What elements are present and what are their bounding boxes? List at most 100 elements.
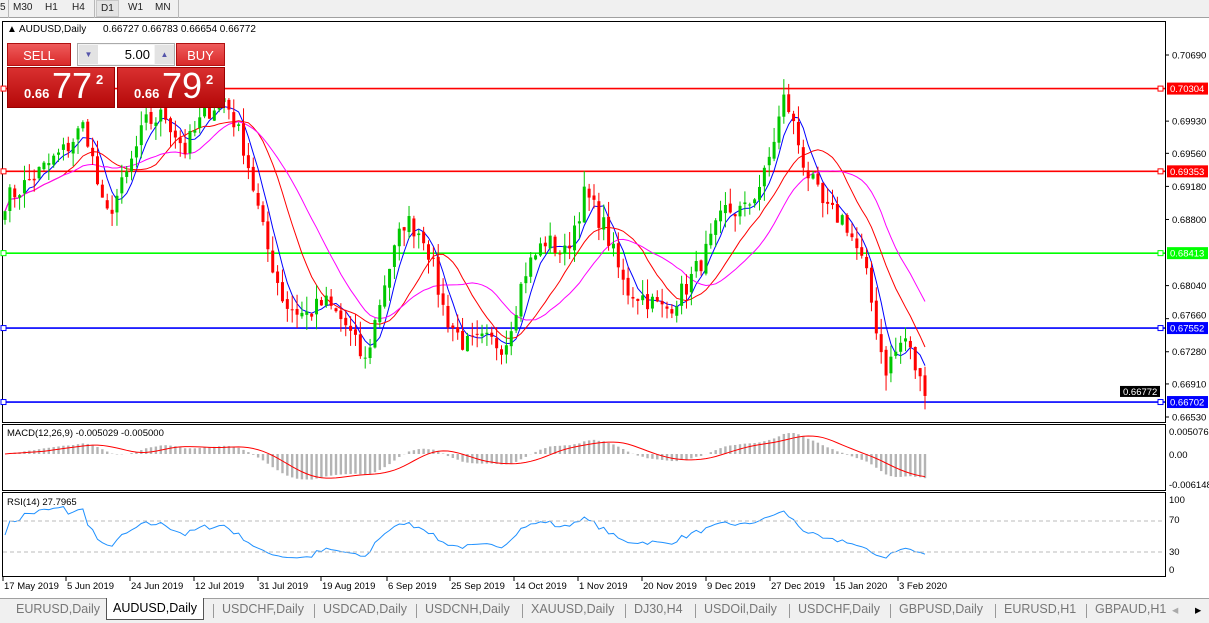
macd-histogram-bar	[636, 454, 640, 456]
candle-body	[178, 137, 182, 144]
macd-histogram-bar	[130, 453, 133, 454]
level-handle[interactable]	[1157, 250, 1164, 257]
increase-lot-icon[interactable]: ▲	[155, 45, 174, 64]
level-handle[interactable]	[0, 250, 7, 257]
macd-histogram-bar	[646, 454, 649, 459]
candle	[134, 135, 138, 168]
lot-size-stepper[interactable]: ▼ 5.00 ▲	[77, 43, 175, 66]
macd-histogram-bar	[826, 447, 829, 454]
toolbar-separator	[178, 0, 179, 18]
timeframe-h4[interactable]: H4	[72, 2, 85, 13]
candle-body	[738, 205, 742, 217]
candle-body	[339, 310, 343, 320]
macd-histogram-bar	[685, 454, 688, 460]
collapse-triangle-icon[interactable]: ▲	[7, 24, 17, 35]
level-handle[interactable]	[1157, 325, 1164, 332]
chart-tab[interactable]: USDCAD,Daily	[323, 602, 408, 616]
scroll-right-icon[interactable]: ▸	[1195, 603, 1202, 617]
sell-price-box[interactable]: 0.66 77 2	[7, 65, 115, 108]
chart-tab[interactable]: GBPUSD,Daily	[899, 602, 984, 616]
candle-body	[509, 331, 513, 347]
level-price-label: 0.70304	[1170, 84, 1204, 95]
macd-histogram-bar	[91, 444, 94, 454]
candle-body	[660, 301, 664, 305]
chart-tab[interactable]: GBPAUD,H1	[1095, 602, 1167, 616]
candle-body	[397, 228, 401, 247]
timeframe-w1[interactable]: W1	[128, 2, 143, 13]
rsi-line	[4, 506, 926, 559]
candle	[110, 195, 114, 226]
level-handle[interactable]	[0, 168, 7, 175]
level-handle[interactable]	[0, 325, 7, 332]
chart-tab[interactable]: USDCNH,Daily	[425, 602, 510, 616]
macd-histogram-bar	[875, 454, 878, 468]
macd-histogram-bar	[242, 449, 245, 454]
level-handle[interactable]	[1157, 399, 1164, 406]
decrease-lot-icon[interactable]: ▼	[79, 45, 98, 64]
timeframe-h1[interactable]: H1	[45, 2, 58, 13]
macd-histogram-bar	[222, 445, 226, 454]
price-chart[interactable]: 0.70690 0.69930 0.69560 0.69180 0.68800 0.680…	[0, 18, 1209, 598]
chart-tab[interactable]: USDCHF,Daily	[798, 602, 880, 616]
sell-button[interactable]: SELL	[7, 43, 71, 66]
macd-histogram-bar	[339, 454, 343, 475]
macd-histogram-bar	[777, 436, 781, 454]
candle	[680, 275, 684, 315]
candle	[534, 252, 538, 261]
candle-body	[149, 111, 153, 124]
candle-body	[310, 313, 314, 317]
date-label: 31 Jul 2019	[259, 581, 308, 592]
candle	[470, 322, 474, 346]
candle-body	[514, 315, 518, 331]
price-tick-label: 0.67280	[1172, 347, 1206, 358]
macd-histogram-bar	[534, 451, 537, 454]
timeframe-mn[interactable]: MN	[155, 2, 171, 13]
candle	[324, 286, 328, 308]
candle-body	[285, 299, 289, 309]
chart-tab[interactable]: EURUSD,H1	[1004, 602, 1077, 616]
candle	[76, 125, 80, 154]
chart-tab[interactable]: AUDUSD,Daily	[106, 598, 205, 620]
candle-body	[363, 357, 367, 359]
candle-body	[796, 121, 800, 146]
candle-body	[417, 233, 421, 236]
level-handle[interactable]	[1157, 85, 1164, 92]
price-tick-label: 0.69560	[1172, 149, 1206, 160]
macd-histogram-bar	[729, 445, 732, 454]
timeframe-m30[interactable]: M30	[13, 2, 33, 13]
candle	[47, 153, 51, 181]
buy-price-box[interactable]: 0.66 79 2	[117, 65, 225, 108]
lot-size-input[interactable]: 5.00	[98, 45, 154, 64]
date-label: 3 Feb 2020	[899, 581, 947, 592]
level-handle[interactable]	[0, 85, 7, 92]
tab-separator	[890, 604, 891, 618]
candle	[475, 320, 479, 348]
macd-histogram-bar	[295, 454, 299, 479]
candle	[821, 182, 825, 218]
level-handle[interactable]	[0, 399, 7, 406]
timeframe-toolbar: 5 M30 H1 H4 D1 W1 MN	[0, 0, 1209, 18]
chart-tab[interactable]: XAUUSD,Daily	[531, 602, 615, 616]
chart-tab[interactable]: EURUSD,Daily	[16, 602, 101, 616]
macd-histogram-bar	[364, 454, 367, 475]
candle-body	[694, 261, 698, 272]
scroll-left-icon[interactable]: ◂	[1172, 603, 1179, 617]
macd-histogram-bar	[461, 454, 464, 462]
candle	[465, 332, 469, 352]
macd-histogram-bar	[169, 445, 172, 454]
candle	[495, 327, 499, 361]
chart-tab[interactable]: USDOil,Daily	[704, 602, 777, 616]
chart-tab[interactable]: DJ30,H4	[634, 602, 683, 616]
buy-button[interactable]: BUY	[176, 43, 225, 66]
macd-histogram-bar	[719, 448, 722, 454]
macd-histogram-bar	[368, 454, 372, 475]
timeframe-m5[interactable]: 5	[0, 2, 6, 13]
level-handle[interactable]	[1157, 168, 1164, 175]
candle	[305, 296, 309, 330]
timeframe-d1[interactable]: D1	[96, 0, 119, 17]
candle-body	[37, 166, 41, 179]
candle-body	[237, 124, 241, 126]
chart-tab[interactable]: USDCHF,Daily	[222, 602, 304, 616]
candle	[913, 346, 917, 379]
candle	[71, 138, 75, 167]
